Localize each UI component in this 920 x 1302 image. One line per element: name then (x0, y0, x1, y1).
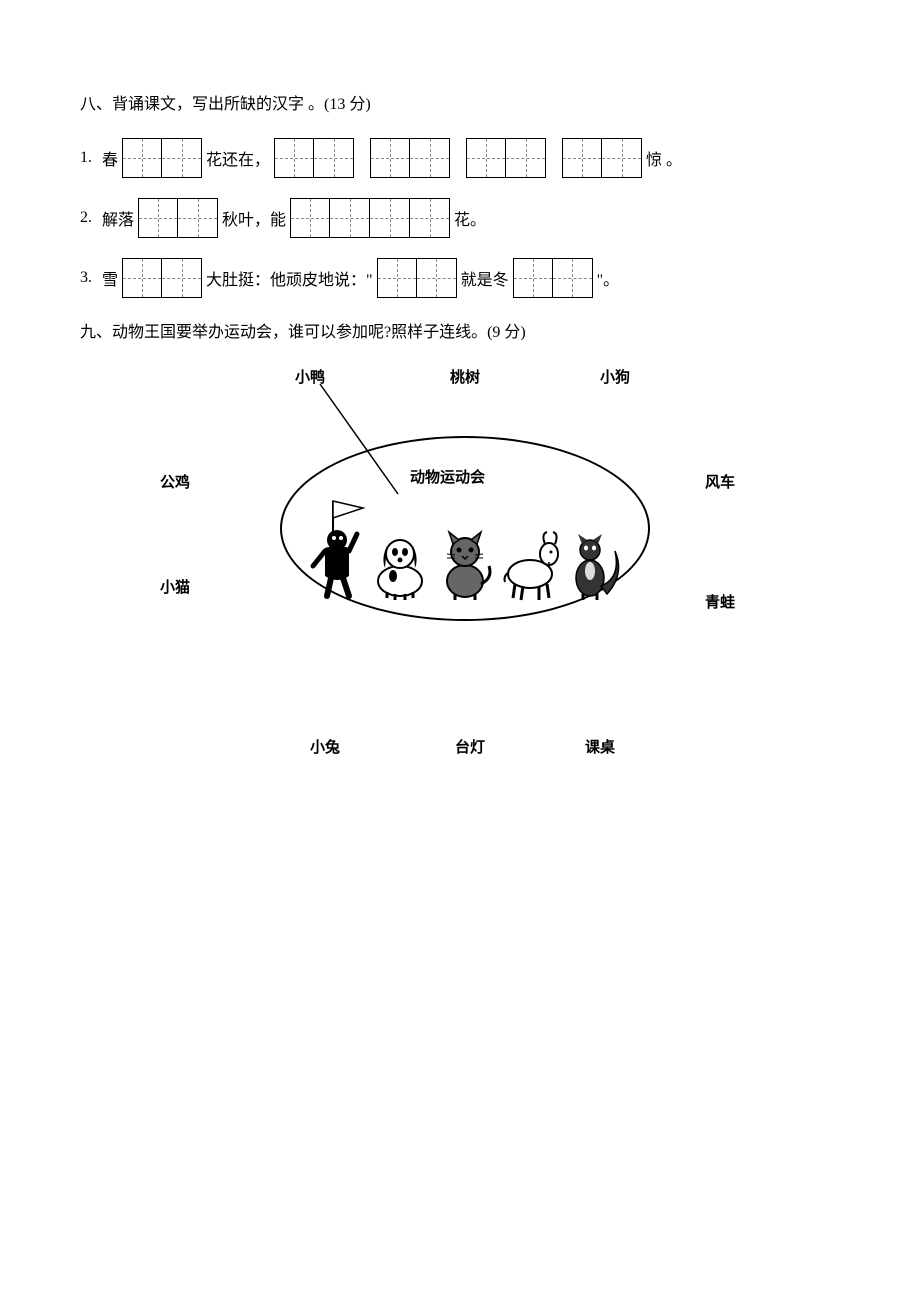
q2-number: 2. (80, 209, 92, 227)
q1-box-group-2d (562, 138, 642, 178)
question-2: 2. 解落 秋叶，能 花。 (80, 198, 840, 238)
q1-box-group-1 (122, 138, 202, 178)
char-box[interactable] (330, 198, 370, 238)
char-box[interactable] (513, 258, 553, 298)
q2-box-group-1 (138, 198, 218, 238)
char-box[interactable] (274, 138, 314, 178)
q3-text-pre: 雪 (102, 266, 118, 290)
question-1: 1. 春 花还在， 惊 。 (80, 138, 840, 178)
char-box[interactable] (602, 138, 642, 178)
q1-number: 1. (80, 149, 92, 167)
q1-text-post: 惊 。 (646, 146, 682, 170)
q1-box-group-2c (466, 138, 546, 178)
char-box[interactable] (162, 138, 202, 178)
q3-text-mid1: 大肚挺：他顽皮地说：" (206, 266, 373, 290)
squirrel-icon (576, 534, 619, 600)
goat-icon (505, 532, 559, 600)
q3-text-post: "。 (597, 266, 620, 290)
char-box[interactable] (138, 198, 178, 238)
char-box[interactable] (122, 138, 162, 178)
q3-number: 3. (80, 269, 92, 287)
char-box[interactable] (122, 258, 162, 298)
q2-text-mid: 秋叶，能 (222, 206, 286, 230)
q1-box-group-2a (274, 138, 354, 178)
q2-text-post: 花。 (454, 206, 486, 230)
q1-box-group-2b (370, 138, 450, 178)
figure-flag-icon (313, 501, 363, 596)
char-box[interactable] (370, 138, 410, 178)
q2-text-pre: 解落 (102, 206, 134, 230)
q2-box-group-2 (290, 198, 450, 238)
char-box[interactable] (410, 198, 450, 238)
dog-icon (378, 540, 422, 600)
matching-diagram: 小鸭 桃树 小狗 公鸡 风车 小猫 青蛙 小兔 台灯 课桌 动物运动会 (160, 366, 760, 766)
char-box[interactable] (162, 258, 202, 298)
section-9-header: 九、动物王国要举办运动会，谁可以参加呢?照样子连线。(9 分) (80, 318, 840, 342)
animals-illustration (305, 496, 625, 606)
char-box[interactable] (553, 258, 593, 298)
q1-text-mid: 花还在， (206, 146, 270, 170)
char-box[interactable] (377, 258, 417, 298)
cat-icon (447, 532, 490, 600)
q3-text-mid2: 就是冬 (461, 266, 509, 290)
q3-box-group-1 (122, 258, 202, 298)
char-box[interactable] (562, 138, 602, 178)
char-box[interactable] (314, 138, 354, 178)
char-box[interactable] (410, 138, 450, 178)
q3-box-group-3 (513, 258, 593, 298)
char-box[interactable] (178, 198, 218, 238)
char-box[interactable] (466, 138, 506, 178)
char-box[interactable] (290, 198, 330, 238)
q3-box-group-2 (377, 258, 457, 298)
question-3: 3. 雪 大肚挺：他顽皮地说：" 就是冬 "。 (80, 258, 840, 298)
char-box[interactable] (370, 198, 410, 238)
q1-text-pre: 春 (102, 146, 118, 170)
char-box[interactable] (417, 258, 457, 298)
char-box[interactable] (506, 138, 546, 178)
section-8-header: 八、背诵课文，写出所缺的汉字 。(13 分) (80, 90, 840, 114)
